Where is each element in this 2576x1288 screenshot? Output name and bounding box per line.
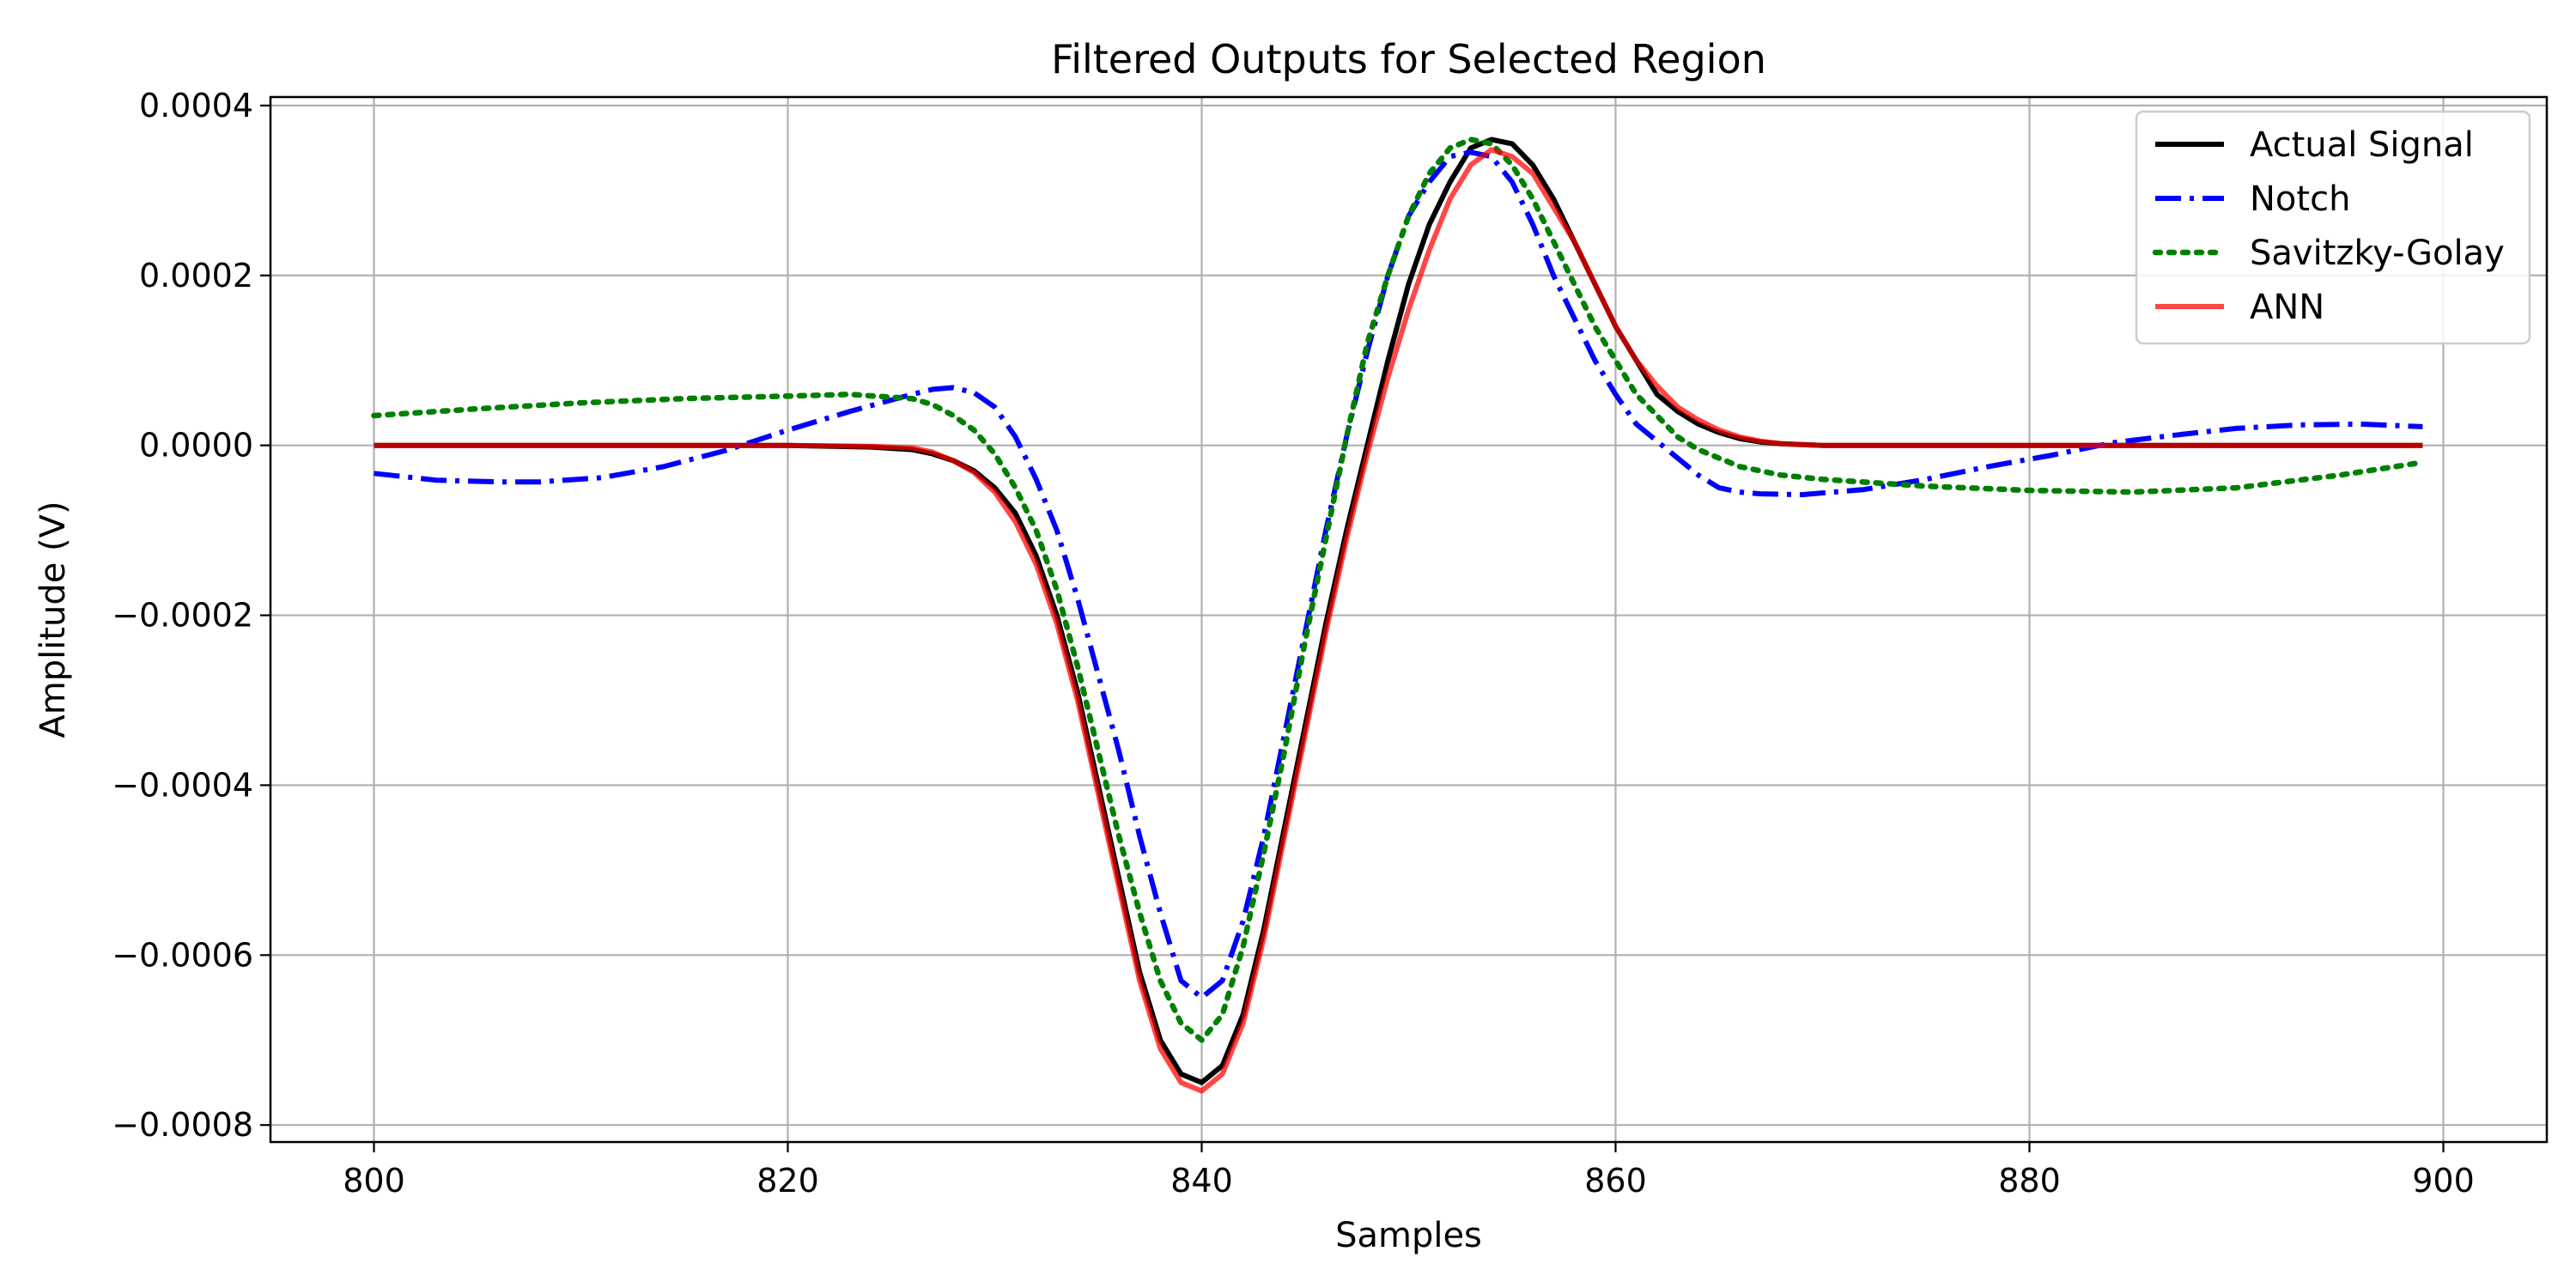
y-tick-label: 0.0004 [139, 87, 253, 125]
x-axis-label: Samples [1335, 1216, 1482, 1255]
x-tick-label: 860 [1584, 1162, 1647, 1200]
legend-label: Actual Signal [2250, 125, 2474, 165]
x-tick-label: 800 [343, 1162, 405, 1200]
x-tick-label: 840 [1170, 1162, 1233, 1200]
legend-label: Notch [2250, 179, 2350, 219]
y-tick-label: −0.0004 [112, 766, 253, 804]
plot-frame [269, 95, 2549, 1144]
x-tick-label: 820 [756, 1162, 819, 1200]
legend-label: Savitzky-Golay [2250, 234, 2505, 273]
plot-lines [371, 137, 2426, 1094]
y-tick-label: −0.0002 [112, 597, 253, 635]
y-tick-label: −0.0006 [112, 936, 253, 974]
y-axis: −0.0008 −0.0006 −0.0004 −0.0002 0.0000 0.0002… [112, 87, 270, 1144]
legend-label: ANN [2250, 288, 2324, 327]
legend-box [2135, 110, 2531, 345]
series-line-ann [374, 147, 2423, 1094]
x-axis: 800 820 840 860 880 900 [343, 1142, 2475, 1200]
legend: Actual Signal Notch Savitzky-Golay ANN [2135, 110, 2531, 345]
x-tick-label: 880 [1998, 1162, 2061, 1200]
y-tick-label: 0.0002 [139, 257, 253, 295]
y-tick-label: 0.0000 [139, 427, 253, 465]
y-axis-label: Amplitude (V) [33, 501, 73, 738]
x-tick-label: 900 [2412, 1162, 2475, 1200]
chart-title: Filtered Outputs for Selected Region [1051, 36, 1766, 82]
series-line-savitzky-golay [371, 137, 2426, 1043]
y-tick-label: −0.0008 [112, 1106, 253, 1144]
